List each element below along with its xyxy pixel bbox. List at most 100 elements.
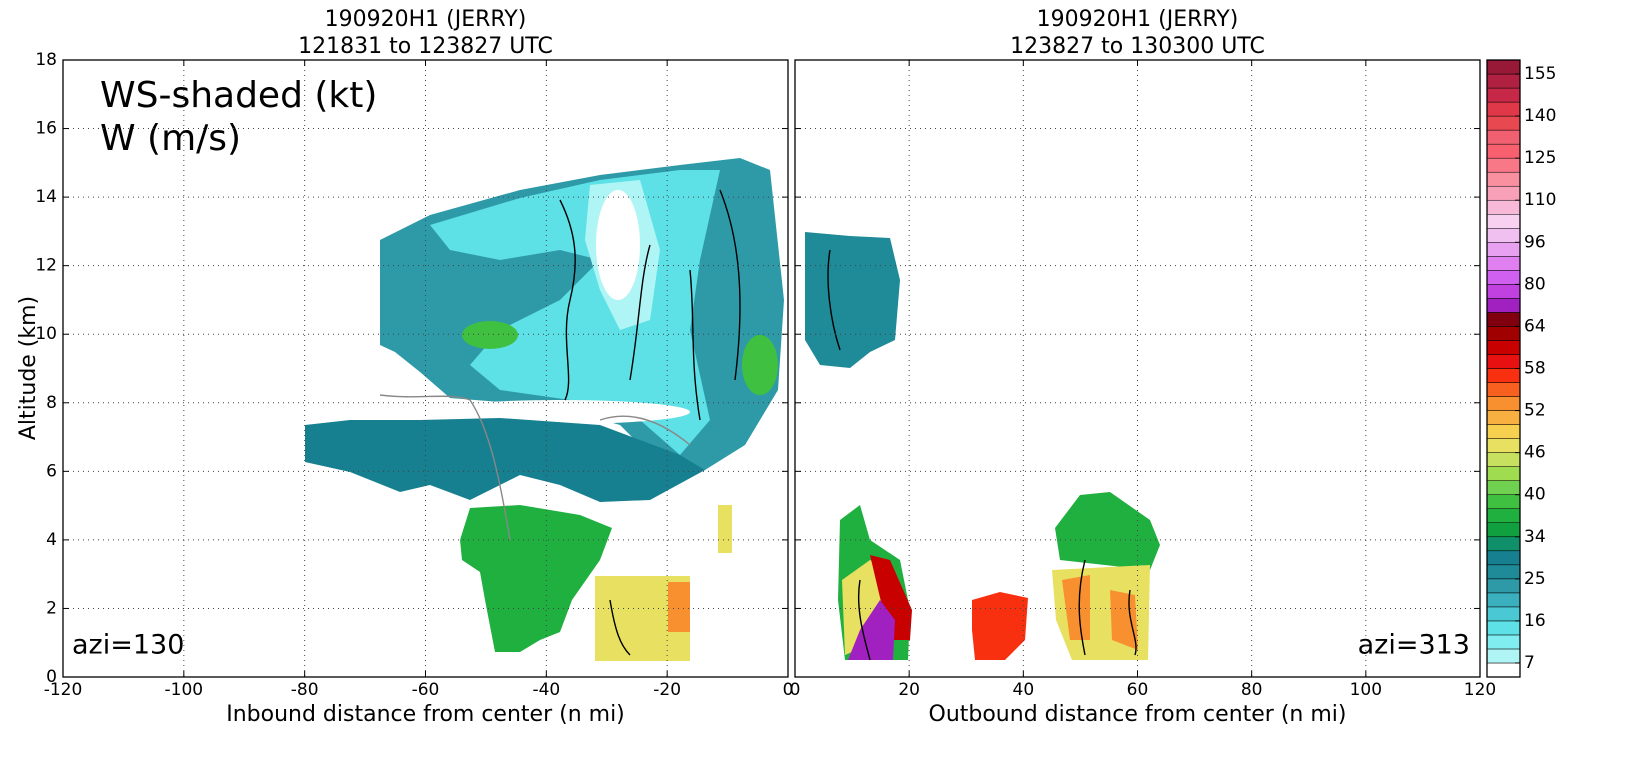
colorbar-segment: [1486, 59, 1521, 75]
contours: [379, 189, 1137, 661]
y-tick-label: 18: [35, 50, 57, 70]
x-tick-label: 120: [1464, 680, 1496, 700]
x-tick-label: 40: [1013, 680, 1035, 700]
x-axis-label: Outbound distance from center (n mi): [929, 702, 1347, 727]
colorbar-segment: [1486, 620, 1521, 636]
colorbar-tick-label: 125: [1524, 148, 1556, 168]
colorbar-segment: [1486, 536, 1521, 552]
contour-line: [857, 579, 871, 661]
colorbar-segment: [1486, 354, 1521, 369]
contour-line: [559, 199, 576, 401]
colorbar-segment: [1486, 270, 1521, 285]
x-tick-label: 80: [1241, 680, 1263, 700]
field: [668, 582, 690, 632]
colorbar-segment: [1486, 634, 1521, 650]
colorbar-segment: [1486, 508, 1521, 523]
colorbar-segment: [1486, 578, 1521, 594]
contour-line: [827, 249, 841, 351]
colorbar-tick-label: 110: [1524, 190, 1556, 210]
colorbar-segment: [1486, 662, 1521, 678]
y-tick-label: 16: [35, 119, 57, 139]
contour-line: [719, 189, 741, 381]
colorbar-segment: [1486, 73, 1521, 89]
contour-line: [1128, 589, 1137, 656]
colorbar-segment: [1486, 185, 1521, 201]
field: [1062, 575, 1090, 640]
field: [460, 505, 612, 652]
x-tick-label: -120: [44, 680, 83, 700]
colorbar-tick-label: 58: [1524, 359, 1546, 379]
shaded-fields: [305, 158, 1160, 661]
colorbar-segment: [1486, 214, 1521, 229]
chart-subtitle: 123827 to 130300 UTC: [1010, 34, 1265, 59]
y-tick-label: 14: [35, 187, 57, 207]
y-tick-label: 0: [46, 667, 57, 687]
colorbar-tick-label: 140: [1524, 106, 1556, 126]
x-tick-label: -60: [412, 680, 440, 700]
field: [848, 600, 895, 660]
colorbar-tick-label: 64: [1524, 316, 1546, 336]
colorbar-segment: [1486, 410, 1521, 425]
annotation: azi=130: [72, 630, 184, 661]
colorbar-segment: [1486, 87, 1521, 103]
colorbar-segment: [1486, 326, 1521, 341]
field: [805, 232, 900, 368]
field: [305, 418, 705, 502]
chart-title: 190920H1 (JERRY): [325, 7, 527, 32]
colorbar-segment: [1486, 606, 1521, 622]
colorbar-segment: [1486, 115, 1521, 131]
colorbar-segment: [1486, 228, 1521, 243]
chart-title: 190920H1 (JERRY): [1037, 7, 1239, 32]
field: [462, 321, 518, 349]
field: [430, 400, 690, 424]
y-tick-label: 8: [46, 393, 57, 413]
colorbar-segment: [1486, 256, 1521, 271]
contour-line: [1078, 559, 1086, 656]
field: [718, 505, 732, 553]
colorbar-segment: [1486, 242, 1521, 257]
colorbar-segment: [1486, 438, 1521, 453]
chart-subtitle: 121831 to 123827 UTC: [298, 34, 553, 59]
colorbar-segment: [1486, 171, 1521, 187]
colorbar-segment: [1486, 340, 1521, 355]
colorbar-segment: [1486, 199, 1521, 215]
x-tick-label: -20: [653, 680, 681, 700]
colorbar-segment: [1486, 648, 1521, 664]
colorbar-tick-label: 7: [1524, 653, 1535, 673]
contour-line: [609, 599, 631, 656]
colorbar-tick-label: 155: [1524, 64, 1556, 84]
colorbar-tick-label: 52: [1524, 401, 1546, 421]
colorbar-tick-label: 34: [1524, 527, 1546, 547]
colorbar-segment: [1486, 550, 1521, 566]
y-tick-label: 12: [35, 256, 57, 276]
colorbar-segment: [1486, 157, 1521, 173]
colorbar-segment: [1486, 522, 1521, 538]
y-axis-label: Altitude (km): [16, 296, 41, 440]
x-tick-label: -80: [291, 680, 319, 700]
field: [596, 190, 640, 300]
colorbar-segment: [1486, 368, 1521, 383]
y-tick-label: 4: [46, 530, 57, 550]
annotation: azi=313: [1358, 630, 1470, 661]
colorbar-segment: [1486, 284, 1521, 299]
x-tick-label: 0: [790, 680, 801, 700]
colorbar-segment: [1486, 452, 1521, 467]
y-tick-label: 2: [46, 598, 57, 618]
contour-line: [629, 244, 651, 381]
colorbar-segment: [1486, 396, 1521, 411]
colorbar-segment: [1486, 480, 1521, 495]
field: [742, 335, 778, 395]
annotation: W (m/s): [100, 118, 241, 159]
x-tick-label: 0: [783, 680, 794, 700]
contour-line: [379, 394, 511, 541]
x-tick-label: -100: [165, 680, 204, 700]
colorbar-tick-label: 40: [1524, 485, 1546, 505]
colorbar-segment: [1486, 101, 1521, 117]
x-tick-label: 60: [1127, 680, 1149, 700]
colorbar-tick-label: 80: [1524, 274, 1546, 294]
y-tick-label: 6: [46, 461, 57, 481]
colorbar-segment: [1486, 466, 1521, 481]
x-tick-label: 20: [898, 680, 920, 700]
field: [1055, 492, 1160, 570]
colorbar-segment: [1486, 129, 1521, 145]
